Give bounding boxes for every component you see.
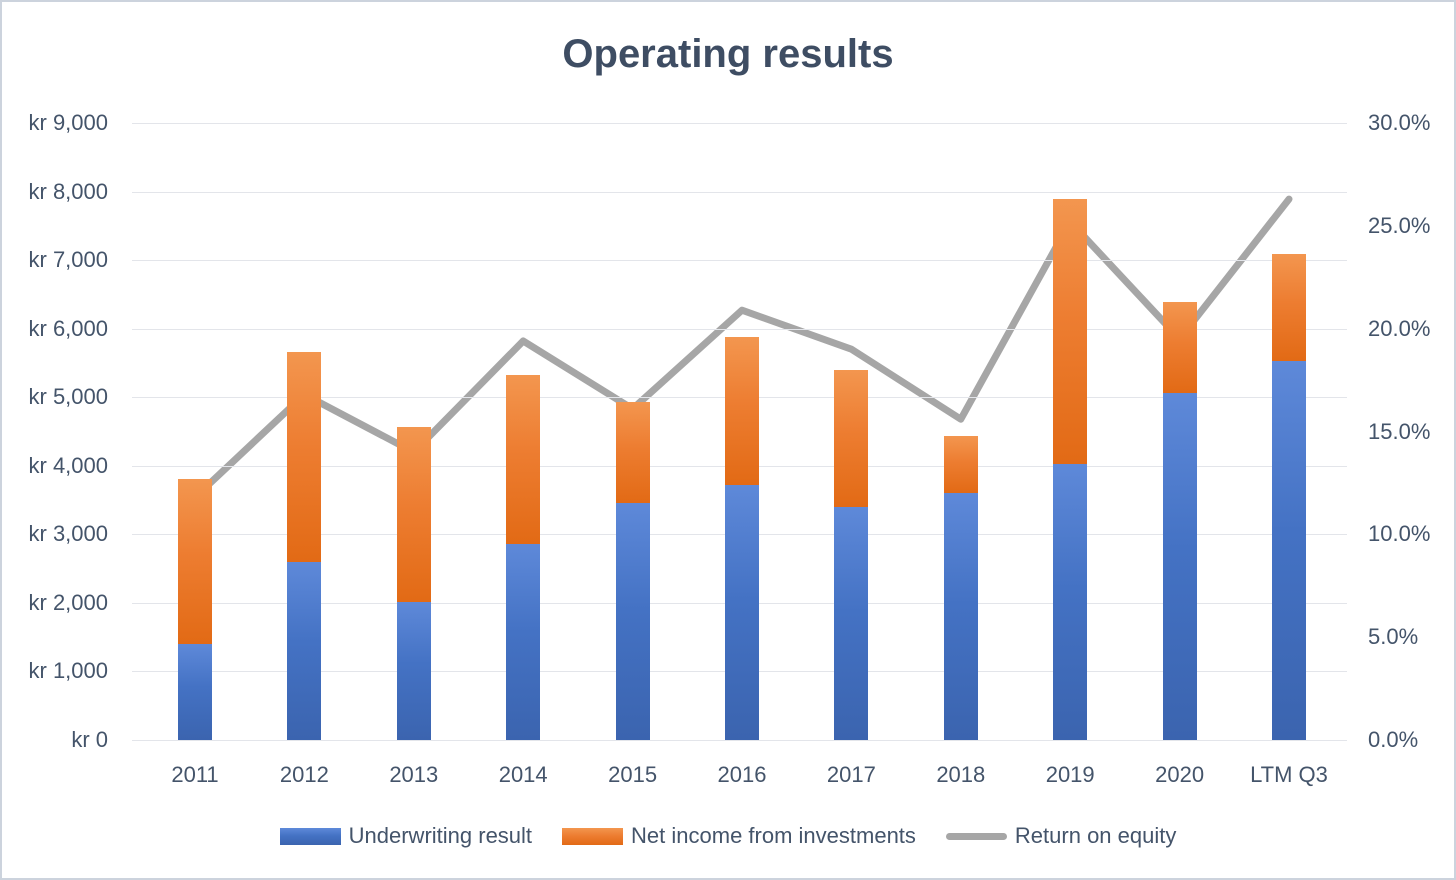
bar-2018-net-income-from-investments — [943, 436, 978, 494]
bar-ltm-q3-net-income-from-investments — [1272, 253, 1306, 361]
bar-2017-net-income-from-investments — [834, 369, 869, 507]
x-axis-label-2011: 2011 — [171, 762, 219, 787]
bar-2016-underwriting-result — [725, 484, 759, 740]
gridline — [132, 123, 1347, 124]
legend-label-underwriting-result: Underwriting result — [348, 823, 533, 848]
gridline — [132, 260, 1347, 262]
bar-2012-net-income-from-investments — [287, 351, 322, 562]
gridline — [132, 740, 1347, 741]
x-axis-label-2020: 2020 — [1155, 762, 1205, 787]
right-axis-tick: 25.0% — [1368, 212, 1431, 238]
bar-2011-underwriting-result — [178, 644, 212, 740]
bar-2020-net-income-from-investments — [1162, 301, 1197, 394]
x-axis-label-2015: 2015 — [608, 762, 658, 787]
plot-area — [132, 123, 1347, 741]
left-axis-tick: kr 2,000 — [28, 589, 109, 615]
bar-2018-underwriting-result — [943, 493, 978, 740]
bar-2016-net-income-from-investments — [725, 336, 759, 485]
right-axis-tick: 5.0% — [1368, 624, 1419, 650]
x-axis-label-2016: 2016 — [717, 762, 767, 787]
legend-item-net-income-from-investments: Net income from investments — [562, 823, 916, 849]
x-axis-label-2013: 2013 — [389, 762, 439, 787]
left-axis-tick: kr 4,000 — [28, 452, 109, 478]
bar-2011-net-income-from-investments — [178, 479, 212, 645]
left-axis-tick: kr 8,000 — [28, 178, 109, 204]
gridline — [132, 191, 1347, 193]
legend: Underwriting result Net income from inve… — [2, 823, 1454, 849]
left-axis-tick: kr 6,000 — [28, 315, 109, 341]
right-axis-tick: 30.0% — [1368, 110, 1431, 135]
chart-title: Operating results — [562, 32, 894, 76]
x-axis-label-2019: 2019 — [1045, 762, 1095, 787]
legend-item-return-on-equity: Return on equity — [945, 823, 1177, 849]
bar-2017-underwriting-result — [834, 506, 869, 740]
x-axis-label-2017: 2017 — [826, 762, 876, 787]
left-axis-tick: kr 3,000 — [28, 521, 109, 547]
x-axis-label-2018: 2018 — [936, 762, 986, 787]
left-axis-tick: kr 0 — [71, 727, 108, 752]
bar-2019-underwriting-result — [1053, 463, 1088, 740]
bar-2020-underwriting-result — [1162, 393, 1197, 740]
bar-2014-underwriting-result — [506, 543, 541, 740]
x-axis-label-ltm-q3: LTM Q3 — [1250, 762, 1328, 787]
bar-2012-underwriting-result — [287, 561, 322, 740]
legend-item-underwriting-result: Underwriting result — [279, 823, 533, 849]
bar-2013-net-income-from-investments — [396, 427, 431, 603]
right-axis-tick: 20.0% — [1368, 315, 1431, 341]
legend-orange-swatch-icon — [562, 827, 624, 845]
legend-label-return-on-equity: Return on equity — [1014, 823, 1177, 848]
left-axis-tick: kr 1,000 — [28, 658, 109, 684]
x-axis-label-2014: 2014 — [498, 762, 548, 787]
legend-line-swatch-icon — [945, 832, 1007, 840]
gridline — [132, 328, 1347, 330]
left-axis-tick: kr 9,000 — [28, 110, 109, 135]
left-axis-tick: kr 7,000 — [28, 247, 109, 273]
bar-2015-net-income-from-investments — [615, 402, 650, 504]
right-axis-tick: 15.0% — [1368, 418, 1431, 444]
x-axis-label-2012: 2012 — [279, 762, 329, 787]
bar-2014-net-income-from-investments — [506, 374, 541, 544]
right-axis-tick: 0.0% — [1368, 727, 1419, 752]
bar-2013-underwriting-result — [396, 602, 431, 740]
bar-ltm-q3-underwriting-result — [1272, 360, 1306, 740]
legend-label-net-income-from-investments: Net income from investments — [631, 823, 916, 848]
bar-2015-underwriting-result — [615, 503, 650, 740]
legend-blue-swatch-icon — [279, 827, 341, 845]
bar-2019-net-income-from-investments — [1053, 199, 1088, 464]
left-axis-tick: kr 5,000 — [28, 384, 109, 410]
right-axis-tick: 10.0% — [1368, 521, 1431, 547]
